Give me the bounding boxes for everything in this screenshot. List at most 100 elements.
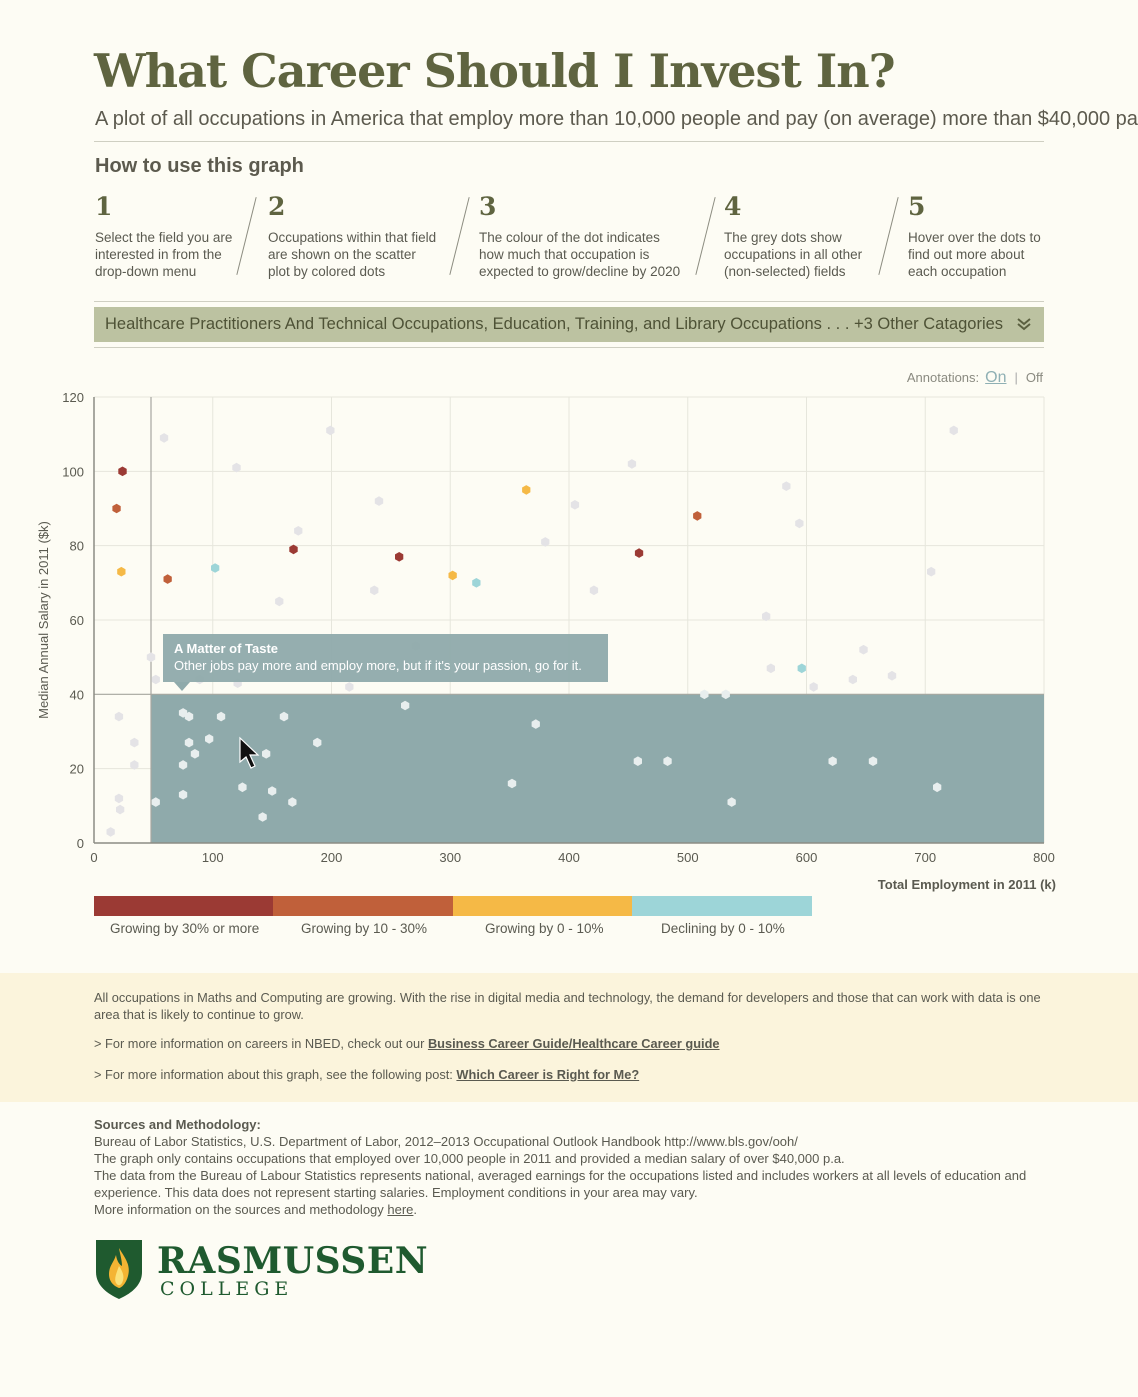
grey-data-point: [374, 496, 384, 506]
x-tick-label: 100: [202, 850, 224, 865]
grey-data-point: [216, 711, 226, 722]
step-divider: [695, 197, 716, 275]
x-tick-label: 0: [90, 850, 97, 865]
grey-data-point: [326, 425, 335, 436]
grey-data-point: [859, 644, 868, 655]
sources-section: Sources and Methodology: Bureau of Labor…: [94, 1116, 1054, 1218]
grey-data-point: [258, 812, 267, 822]
grey-data-point: [868, 756, 878, 766]
y-axis-label: Median Annual Salary in 2011 ($k): [36, 521, 51, 719]
sources-line: Bureau of Labor Statistics, U.S. Departm…: [94, 1134, 798, 1149]
grey-data-point: [130, 737, 139, 748]
x-tick-label: 300: [439, 850, 461, 865]
sources-line: The data from the Bureau of Labour Stati…: [94, 1168, 1027, 1200]
grey-data-point: [828, 756, 837, 766]
grey-data-point: [275, 596, 284, 607]
info-link-prefix: > For more information about this graph,…: [94, 1067, 457, 1082]
grey-data-point: [184, 737, 194, 748]
data-point-growing-30-plus: [118, 466, 127, 477]
methodology-here-link[interactable]: here: [387, 1202, 414, 1217]
y-tick-label: 20: [70, 762, 84, 777]
legend-label: Growing by 0 - 10%: [485, 921, 604, 936]
grey-data-point: [589, 585, 599, 596]
grey-data-point: [507, 778, 517, 789]
y-tick-label: 40: [70, 687, 84, 702]
grey-data-point: [262, 749, 271, 759]
step-text: Select the field you are interested in f…: [95, 230, 233, 279]
step-text: Hover over the dots to find out more abo…: [908, 230, 1041, 279]
grey-data-point: [178, 789, 188, 800]
sources-more-suffix: .: [413, 1202, 418, 1217]
grey-data-point: [238, 782, 247, 793]
data-point-declining-0-10: [797, 663, 806, 674]
grey-data-point: [848, 674, 857, 685]
annotation-tooltip: A Matter of Taste Other jobs pay more an…: [163, 634, 608, 691]
annotations-off-button[interactable]: Off: [1025, 370, 1043, 385]
flame-shield-icon: [96, 1240, 142, 1299]
step-number: 2: [268, 192, 286, 221]
grey-data-point: [184, 711, 194, 722]
grey-data-point: [114, 793, 124, 804]
step-5: 5 Hover over the dots to find out more a…: [908, 192, 1078, 280]
grey-data-point: [313, 737, 322, 748]
grey-data-point: [700, 689, 709, 700]
double-chevron-down-icon: [1017, 318, 1031, 331]
step-number: 3: [479, 192, 497, 221]
legend-label: Declining by 0 - 10%: [661, 921, 785, 936]
logo-wordmark: RASMUSSEN: [157, 1240, 429, 1282]
grey-data-point: [762, 611, 771, 622]
grey-data-point: [116, 804, 125, 815]
grey-data-point: [809, 682, 818, 692]
grey-data-point: [268, 786, 277, 796]
info-paragraph: All occupations in Maths and Computing a…: [94, 990, 1041, 1022]
page-subtitle: A plot of all occupations in America tha…: [95, 108, 1138, 130]
grey-data-point: [570, 500, 580, 510]
data-point-growing-0-10: [448, 570, 457, 581]
step-1: 1 Select the field you are interested in…: [95, 192, 265, 280]
grey-data-point: [205, 734, 214, 744]
x-tick-label: 400: [558, 850, 580, 865]
header-divider: [94, 141, 1044, 142]
info-link-prefix: > For more information on careers in NBE…: [94, 1036, 428, 1051]
which-career-link[interactable]: Which Career is Right for Me?: [456, 1067, 640, 1082]
dropdown-selected-label: Healthcare Practitioners And Technical O…: [105, 315, 1004, 333]
data-point-growing-30-plus: [289, 544, 298, 555]
step-2: 2 Occupations within that field are show…: [268, 192, 438, 280]
page-title: What Career Should I Invest In?: [94, 44, 896, 98]
toggle-separator: |: [1014, 370, 1018, 385]
grey-data-point: [130, 760, 139, 770]
legend-swatch-declining-0-10: [632, 896, 812, 916]
step-divider: [449, 197, 470, 275]
grey-data-point: [288, 797, 297, 807]
category-dropdown[interactable]: Healthcare Practitioners And Technical O…: [94, 307, 1044, 342]
grey-data-point: [531, 719, 540, 729]
step-text: The colour of the dot indicates how much…: [479, 230, 681, 279]
sources-more-prefix: More information on the sources and meth…: [94, 1202, 388, 1217]
grey-data-point: [541, 537, 550, 547]
grey-data-point: [190, 749, 200, 759]
grey-data-point: [159, 433, 169, 443]
tick-labels: 0 100 200 300 400 500 600 700 800 0 20 40 60 80 100 120: [62, 390, 1055, 865]
data-point-growing-30-plus: [395, 552, 404, 562]
info-panel: All occupations in Maths and Computing a…: [0, 973, 1138, 1102]
y-tick-label: 120: [62, 390, 84, 405]
dropdown-bottom-rule: [94, 347, 1044, 348]
grey-data-point: [146, 652, 156, 662]
tooltip-title: A Matter of Taste: [174, 641, 278, 656]
sources-line: The graph only contains occupations that…: [94, 1151, 845, 1166]
step-4: 4 The grey dots show occupations in all …: [724, 192, 894, 280]
annotations-label: Annotations:: [906, 370, 980, 385]
rasmussen-logo[interactable]: RASMUSSEN COLLEGE: [94, 1238, 428, 1305]
y-tick-label: 100: [62, 464, 84, 479]
scatter-chart: 0 100 200 300 400 500 600 700 800 0 20 40 60 80 100 120…: [36, 390, 1056, 892]
annotations-on-button[interactable]: On: [985, 369, 1007, 386]
data-point-growing-10-30: [112, 503, 121, 514]
grey-data-point: [949, 425, 958, 436]
career-guide-link[interactable]: Business Career Guide/Healthcare Career …: [427, 1036, 720, 1051]
y-tick-label: 60: [70, 613, 84, 628]
step-number: 5: [908, 192, 926, 221]
grey-data-point: [887, 670, 897, 681]
mouse-cursor-icon: [239, 736, 260, 769]
x-tick-label: 500: [677, 850, 699, 865]
legend-label: Growing by 30% or more: [110, 921, 260, 936]
